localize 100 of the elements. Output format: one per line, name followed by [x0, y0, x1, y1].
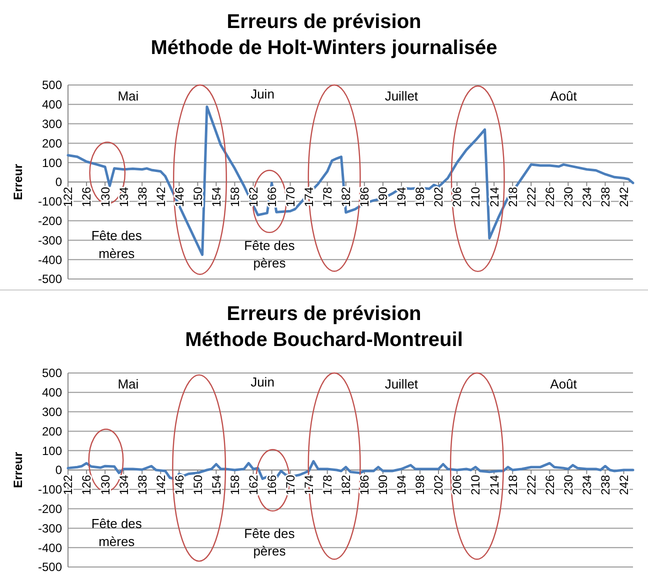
x-tick-label: 238: [598, 474, 612, 496]
x-tick-label: 186: [358, 186, 372, 208]
x-tick-label: 134: [116, 186, 131, 208]
x-tick-label: 214: [487, 474, 502, 496]
y-tick-label: 300: [42, 117, 62, 131]
x-tick-label: 146: [172, 474, 186, 496]
x-tick-label: 170: [283, 474, 298, 496]
y-tick-label: -500: [38, 560, 62, 574]
x-tick-label: 214: [487, 186, 502, 208]
annotation: Fête des mères: [91, 516, 142, 549]
y-tick-label: 400: [42, 386, 62, 400]
y-tick-label: -200: [38, 502, 62, 516]
x-tick-label: 166: [264, 474, 279, 496]
annotation: Juillet: [384, 376, 418, 392]
chart-title: Erreurs de prévision: [226, 11, 422, 33]
y-tick-label: -100: [38, 194, 62, 209]
y-tick-label: -300: [38, 233, 62, 248]
x-tick-label: 150: [190, 474, 205, 496]
x-tick-label: 238: [598, 186, 612, 208]
annotation: Août: [550, 376, 578, 392]
x-tick-label: 190: [376, 474, 390, 496]
x-tick-label: 234: [580, 474, 594, 496]
x-tick-label: 210: [468, 186, 483, 208]
y-tick-label: -500: [38, 272, 62, 286]
x-tick-label: 150: [190, 186, 205, 208]
x-tick-label: 218: [506, 474, 520, 496]
x-tick-label: 130: [98, 186, 112, 208]
chart-title: Erreurs de prévision: [226, 303, 422, 325]
x-tick-label: 230: [561, 186, 576, 208]
y-tick-label: 200: [42, 136, 62, 150]
x-tick-label: 174: [302, 186, 316, 208]
y-tick-label: 400: [42, 98, 62, 112]
x-tick-label: 242: [616, 186, 631, 208]
y-tick-label: 0: [55, 463, 62, 478]
annotation: Juillet: [384, 88, 418, 104]
x-tick-label: 234: [580, 186, 594, 208]
x-tick-label: 158: [228, 186, 242, 208]
x-tick-label: 222: [524, 186, 538, 208]
x-tick-label: 158: [228, 474, 242, 496]
x-tick-label: 122: [61, 474, 76, 496]
x-tick-label: 134: [116, 474, 131, 496]
x-tick-label: 126: [80, 186, 94, 208]
x-tick-label: 162: [246, 474, 260, 496]
y-tick-label: 0: [55, 175, 62, 190]
x-tick-label: 146: [172, 186, 186, 208]
x-tick-label: 230: [561, 474, 576, 496]
annotation: Juin: [250, 374, 274, 390]
x-tick-label: 130: [98, 474, 112, 496]
x-tick-label: 202: [432, 474, 446, 496]
x-tick-label: 138: [135, 474, 150, 496]
y-axis-title: Erreur: [11, 164, 25, 200]
y-tick-label: 500: [42, 366, 62, 380]
y-tick-label: -100: [38, 482, 62, 497]
x-tick-label: 126: [80, 474, 94, 496]
x-tick-label: 142: [154, 186, 168, 208]
x-tick-label: 174: [302, 474, 316, 496]
x-tick-label: 138: [135, 186, 150, 208]
x-tick-label: 198: [413, 474, 428, 496]
x-tick-label: 190: [376, 186, 390, 208]
annotation: Juin: [250, 86, 274, 102]
y-tick-label: -200: [38, 214, 62, 228]
x-tick-label: 182: [339, 186, 354, 208]
x-tick-label: 206: [450, 474, 464, 496]
annotation: Fête des mères: [91, 228, 142, 261]
x-tick-label: 206: [450, 186, 464, 208]
annotation: Fête des pères: [244, 526, 296, 558]
x-tick-label: 242: [616, 474, 631, 496]
y-tick-label: -400: [38, 540, 62, 555]
x-tick-label: 142: [154, 474, 168, 496]
y-tick-label: -400: [38, 252, 62, 267]
x-tick-label: 222: [524, 474, 538, 496]
annotation: Fête des pères: [244, 238, 296, 270]
chart-subtitle: Méthode de Holt-Winters journalisée: [150, 37, 498, 59]
annotation: Mai: [118, 88, 139, 104]
y-tick-label: 100: [42, 156, 62, 170]
x-tick-label: 178: [320, 186, 335, 208]
y-tick-label: 200: [42, 424, 62, 438]
x-tick-label: 170: [283, 186, 298, 208]
y-tick-label: 500: [42, 78, 62, 92]
x-tick-label: 154: [209, 186, 224, 208]
x-tick-label: 154: [209, 474, 224, 496]
x-tick-label: 182: [339, 474, 354, 496]
x-tick-label: 226: [542, 474, 557, 496]
y-axis-title: Erreur: [11, 452, 25, 488]
x-tick-label: 166: [264, 186, 279, 208]
x-tick-label: 194: [394, 186, 409, 208]
x-tick-label: 122: [61, 186, 76, 208]
annotation: Mai: [118, 376, 139, 392]
x-tick-label: 162: [246, 186, 260, 208]
x-tick-label: 186: [358, 474, 372, 496]
y-tick-label: 100: [42, 444, 62, 458]
y-tick-label: 300: [42, 405, 62, 419]
x-tick-label: 194: [394, 474, 409, 496]
x-tick-label: 178: [320, 474, 335, 496]
x-tick-label: 218: [506, 186, 520, 208]
x-tick-label: 202: [432, 186, 446, 208]
annotation: Août: [550, 88, 578, 104]
chart-subtitle: Méthode Bouchard-Montreuil: [185, 329, 463, 351]
x-tick-label: 210: [468, 474, 483, 496]
x-tick-label: 226: [542, 186, 557, 208]
